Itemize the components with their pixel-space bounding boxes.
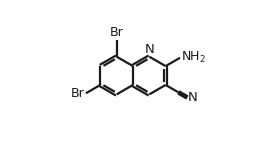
Text: N: N bbox=[188, 91, 198, 104]
Text: Br: Br bbox=[71, 87, 85, 100]
Text: Br: Br bbox=[110, 26, 124, 39]
Text: N: N bbox=[144, 43, 154, 56]
Text: NH$_2$: NH$_2$ bbox=[181, 50, 206, 65]
